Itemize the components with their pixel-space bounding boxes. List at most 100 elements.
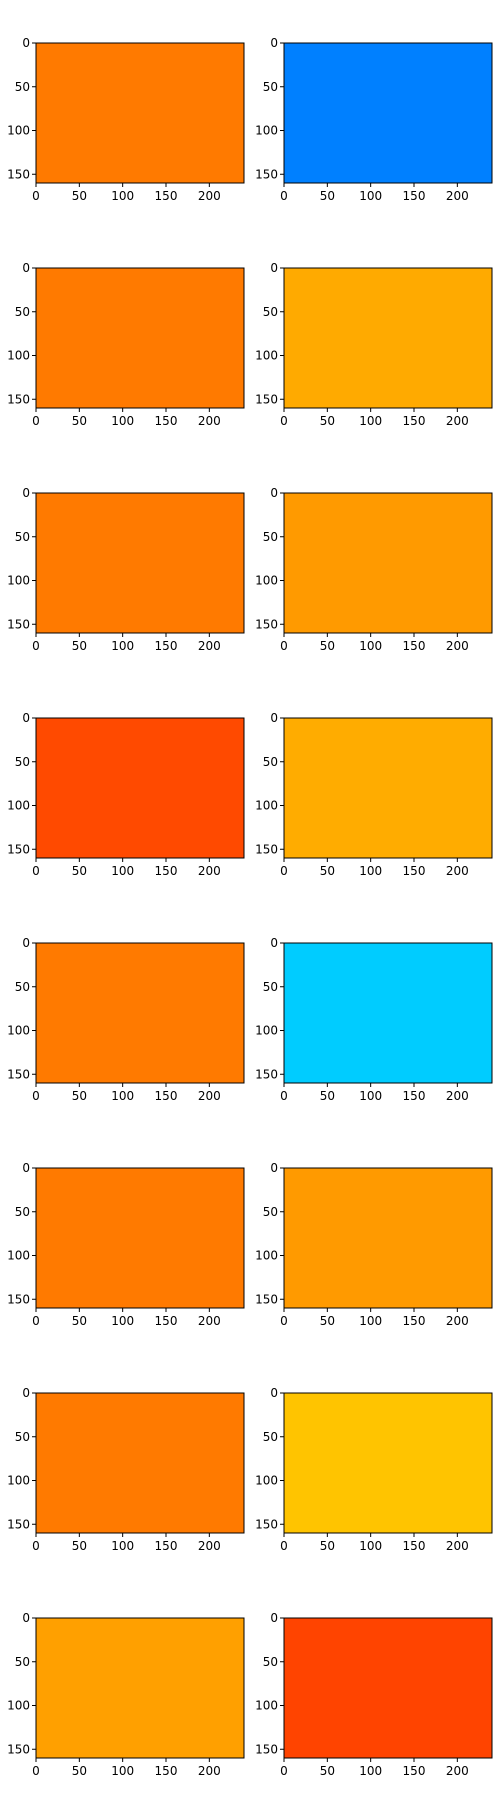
x-tick-label: 0 bbox=[280, 1764, 288, 1778]
x-tick-label: 0 bbox=[32, 864, 40, 878]
x-tick-label: 200 bbox=[446, 864, 469, 878]
y-tick-label: 0 bbox=[22, 36, 30, 50]
heatmap-image bbox=[36, 43, 244, 183]
x-tick-label: 150 bbox=[403, 1764, 426, 1778]
heatmap-image bbox=[36, 268, 244, 408]
axes-frame bbox=[283, 492, 493, 634]
x-tick-label: 200 bbox=[446, 1314, 469, 1328]
x-tick-label: 150 bbox=[403, 1089, 426, 1103]
heatmap-image bbox=[36, 718, 244, 858]
panel: 0 50 100 150 200 0 50 100 150 bbox=[7, 486, 245, 653]
x-tick-label: 100 bbox=[111, 864, 134, 878]
x-tick-label: 150 bbox=[155, 1089, 178, 1103]
y-tick-label: 100 bbox=[255, 799, 278, 813]
y-tick-label: 100 bbox=[7, 1249, 30, 1263]
y-tick-label: 0 bbox=[22, 486, 30, 500]
y-tick-label: 150 bbox=[7, 1517, 30, 1531]
y-tick-label: 150 bbox=[7, 1292, 30, 1306]
y-tick-label: 150 bbox=[255, 392, 278, 406]
x-tick-label: 150 bbox=[403, 1314, 426, 1328]
y-tick-label: 150 bbox=[7, 842, 30, 856]
y-tick-label: 50 bbox=[263, 1655, 278, 1669]
y-tick-label: 0 bbox=[270, 711, 278, 725]
x-tick-label: 150 bbox=[403, 414, 426, 428]
heatmap-image bbox=[284, 943, 492, 1083]
axes-frame bbox=[283, 1392, 493, 1534]
y-tick-label: 0 bbox=[270, 1611, 278, 1625]
x-tick-label: 100 bbox=[111, 1764, 134, 1778]
heatmap-image bbox=[36, 1168, 244, 1308]
x-tick-label: 50 bbox=[320, 1089, 335, 1103]
x-tick-label: 50 bbox=[320, 864, 335, 878]
x-tick-label: 150 bbox=[155, 864, 178, 878]
heatmap-image bbox=[36, 1618, 244, 1758]
x-tick-label: 50 bbox=[72, 414, 87, 428]
x-tick-label: 200 bbox=[446, 414, 469, 428]
y-tick-label: 0 bbox=[270, 486, 278, 500]
panel: 0 50 100 150 200 0 50 100 150 bbox=[7, 1161, 245, 1328]
x-tick-label: 0 bbox=[32, 639, 40, 653]
axes-frame bbox=[35, 942, 245, 1084]
x-tick-label: 100 bbox=[111, 414, 134, 428]
x-tick-label: 0 bbox=[280, 1089, 288, 1103]
y-tick-label: 0 bbox=[22, 1611, 30, 1625]
x-tick-label: 150 bbox=[403, 189, 426, 203]
y-tick-label: 50 bbox=[263, 1205, 278, 1219]
y-tick-label: 0 bbox=[22, 1386, 30, 1400]
x-tick-label: 0 bbox=[280, 864, 288, 878]
y-tick-label: 100 bbox=[7, 1699, 30, 1713]
x-tick-label: 0 bbox=[280, 639, 288, 653]
axes-frame bbox=[35, 267, 245, 409]
heatmap-image bbox=[284, 493, 492, 633]
x-tick-label: 150 bbox=[403, 864, 426, 878]
panel: 0 50 100 150 200 0 50 100 150 bbox=[7, 36, 245, 203]
x-tick-label: 0 bbox=[280, 1539, 288, 1553]
x-tick-label: 0 bbox=[32, 1539, 40, 1553]
axes-frame bbox=[283, 42, 493, 184]
y-tick-label: 50 bbox=[15, 980, 30, 994]
x-tick-label: 50 bbox=[320, 1314, 335, 1328]
y-tick-label: 50 bbox=[15, 530, 30, 544]
y-tick-label: 150 bbox=[255, 1292, 278, 1306]
x-tick-label: 200 bbox=[198, 864, 221, 878]
x-tick-label: 200 bbox=[198, 189, 221, 203]
x-tick-label: 150 bbox=[155, 1314, 178, 1328]
y-tick-label: 150 bbox=[255, 1067, 278, 1081]
y-tick-label: 0 bbox=[22, 261, 30, 275]
x-tick-label: 150 bbox=[403, 639, 426, 653]
panel: 0 50 100 150 200 0 50 100 150 bbox=[255, 711, 493, 878]
panel: 0 50 100 150 200 0 50 100 150 bbox=[255, 261, 493, 428]
x-tick-label: 200 bbox=[198, 1314, 221, 1328]
axes-frame bbox=[283, 942, 493, 1084]
x-tick-label: 50 bbox=[320, 414, 335, 428]
x-tick-label: 200 bbox=[198, 414, 221, 428]
y-tick-label: 0 bbox=[270, 1386, 278, 1400]
axes-frame bbox=[35, 717, 245, 859]
x-tick-label: 200 bbox=[446, 639, 469, 653]
x-tick-label: 0 bbox=[32, 1764, 40, 1778]
y-tick-label: 50 bbox=[15, 755, 30, 769]
x-tick-label: 50 bbox=[320, 1539, 335, 1553]
y-tick-label: 0 bbox=[270, 1161, 278, 1175]
y-tick-label: 0 bbox=[22, 711, 30, 725]
x-tick-label: 200 bbox=[198, 1539, 221, 1553]
y-tick-label: 100 bbox=[255, 1024, 278, 1038]
x-tick-label: 0 bbox=[280, 1314, 288, 1328]
y-tick-label: 50 bbox=[263, 1430, 278, 1444]
x-tick-label: 50 bbox=[320, 1764, 335, 1778]
y-tick-label: 50 bbox=[15, 1430, 30, 1444]
y-tick-label: 50 bbox=[263, 80, 278, 94]
y-tick-label: 100 bbox=[255, 349, 278, 363]
y-tick-label: 150 bbox=[7, 1742, 30, 1756]
x-tick-label: 150 bbox=[403, 1539, 426, 1553]
x-tick-label: 200 bbox=[446, 189, 469, 203]
axes-frame bbox=[283, 1617, 493, 1759]
y-tick-label: 150 bbox=[255, 842, 278, 856]
y-tick-label: 150 bbox=[7, 617, 30, 631]
y-tick-label: 50 bbox=[263, 755, 278, 769]
x-tick-label: 50 bbox=[72, 1089, 87, 1103]
y-tick-label: 0 bbox=[270, 36, 278, 50]
x-tick-label: 100 bbox=[359, 864, 382, 878]
x-tick-label: 100 bbox=[111, 1314, 134, 1328]
